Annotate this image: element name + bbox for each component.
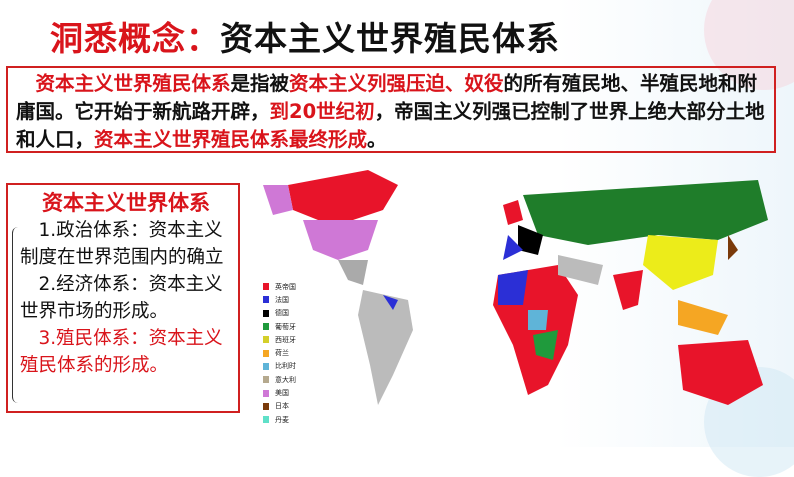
definition-box: 资本主义世界殖民体系是指被资本主义列强压迫、奴役的所有殖民地、半殖民地和附庸国。… — [6, 66, 776, 153]
legend-item: 美国 — [263, 386, 296, 399]
text: 的所有殖民地、半殖民地和附庸国。它开始于新航路开辟， — [16, 72, 758, 123]
legend-label: 意大利 — [275, 375, 296, 384]
text: 资本主义世界殖民体系 — [35, 72, 231, 95]
legend-item: 葡萄牙 — [263, 320, 296, 333]
legend-item: 意大利 — [263, 373, 296, 386]
item-political: 1.政治体系：资本主义制度在世界范围内的确立 — [20, 220, 224, 268]
legend-item: 比利时 — [263, 360, 296, 373]
page-title: 洞悉概念：资本主义世界殖民体系 — [50, 12, 560, 60]
legend-label: 比利时 — [275, 362, 296, 371]
legend-swatch — [263, 416, 269, 424]
legend-swatch — [263, 323, 269, 331]
legend-item: 西班牙 — [263, 333, 296, 346]
legend-label: 丹麦 — [275, 415, 289, 424]
legend-label: 西班牙 — [275, 335, 296, 344]
world-system-box: 资本主义世界体系 1.政治体系：资本主义制度在世界范围内的确立 2.经济体系：资… — [6, 183, 240, 413]
legend-item: 日本 — [263, 400, 296, 413]
item-colonial: 3.殖民体系：资本主义殖民体系的形成。 — [20, 328, 223, 376]
text: 资本主义世界殖民体系最终形成 — [94, 128, 368, 151]
legend-item: 德国 — [263, 307, 296, 320]
title-main: 资本主义世界殖民体系 — [220, 19, 560, 58]
legend-item: 英帝国 — [263, 280, 296, 293]
legend-label: 美国 — [275, 389, 289, 398]
legend-swatch — [263, 389, 269, 397]
colonial-world-map — [263, 170, 768, 405]
title-prefix: 洞悉概念： — [50, 19, 220, 58]
legend-swatch — [263, 283, 269, 291]
text: 到20世纪初 — [269, 100, 375, 123]
legend-swatch — [263, 336, 269, 344]
legend-label: 英帝国 — [275, 282, 296, 291]
legend-swatch — [263, 296, 269, 304]
legend-swatch — [263, 362, 269, 370]
text: 是指被 — [230, 72, 290, 95]
legend-label: 葡萄牙 — [275, 322, 296, 331]
legend-swatch — [263, 402, 269, 410]
legend-label: 法国 — [275, 295, 289, 304]
legend-item: 法国 — [263, 293, 296, 306]
map-legend: 英帝国法国德国葡萄牙西班牙荷兰比利时意大利美国日本丹麦 — [263, 280, 296, 426]
legend-swatch — [263, 309, 269, 317]
text: 资本主义列强压迫、奴役 — [289, 72, 504, 95]
text: ，帝国主义列强已控制了世界上绝大部分土地和人口， — [16, 100, 765, 151]
legend-label: 德国 — [275, 309, 289, 318]
legend-swatch — [263, 349, 269, 357]
legend-label: 日本 — [275, 402, 289, 411]
legend-item: 荷兰 — [263, 346, 296, 359]
brace — [12, 227, 21, 403]
text: 。 — [367, 128, 387, 151]
legend-item: 丹麦 — [263, 413, 296, 426]
box-heading: 资本主义世界体系 — [42, 191, 210, 215]
legend-swatch — [263, 376, 269, 384]
legend-label: 荷兰 — [275, 349, 289, 358]
item-economic: 2.经济体系：资本主义世界市场的形成。 — [20, 274, 223, 322]
